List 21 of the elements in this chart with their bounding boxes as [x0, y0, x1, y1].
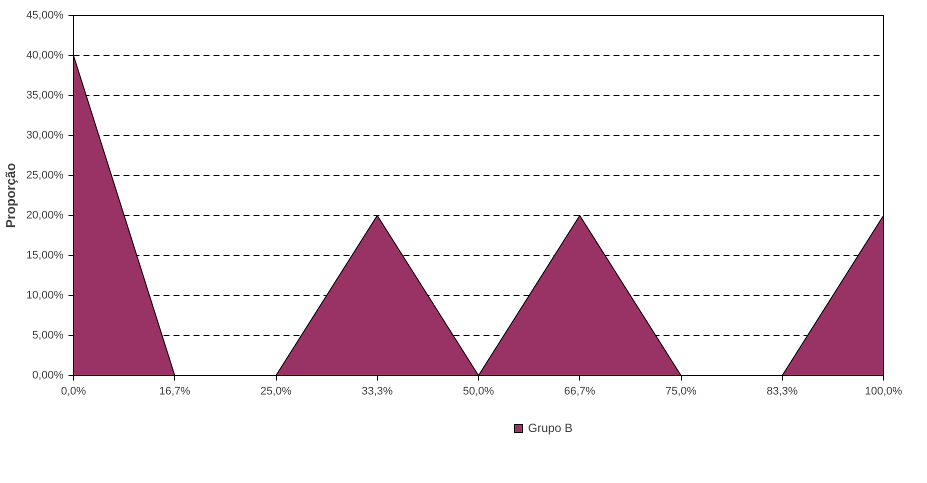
- x-tick-label: 75,0%: [665, 386, 697, 398]
- x-tick-label: 16,7%: [159, 386, 191, 398]
- x-tick-label: 100,0%: [864, 386, 902, 398]
- y-tick-label: 35,00%: [26, 90, 64, 102]
- y-tick-label: 20,00%: [26, 210, 64, 222]
- y-tick-label: 0,00%: [32, 370, 64, 382]
- x-tick-label: 83,3%: [766, 386, 798, 398]
- y-tick-label: 40,00%: [26, 50, 64, 62]
- x-tick-label: 50,0%: [462, 386, 494, 398]
- y-axis-title: Proporção: [3, 162, 18, 228]
- y-tick-label: 45,00%: [26, 10, 64, 22]
- x-tick-label: 33,3%: [362, 386, 394, 398]
- y-tick-label: 30,00%: [26, 130, 64, 142]
- y-tick-label: 10,00%: [26, 290, 64, 302]
- x-tick-label: 0,0%: [60, 386, 86, 398]
- y-tick-label: 5,00%: [32, 330, 64, 342]
- x-tick-label: 66,7%: [564, 386, 596, 398]
- y-tick-label: 25,00%: [26, 170, 64, 182]
- x-tick-label: 25,0%: [260, 386, 292, 398]
- y-tick-label: 15,00%: [26, 250, 64, 262]
- legend-label: Grupo B: [528, 421, 573, 435]
